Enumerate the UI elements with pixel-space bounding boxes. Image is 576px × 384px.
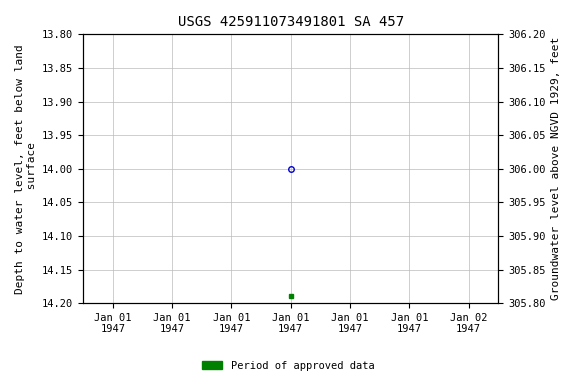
Y-axis label: Depth to water level, feet below land
 surface: Depth to water level, feet below land su… — [15, 44, 37, 294]
Legend: Period of approved data: Period of approved data — [198, 357, 378, 375]
Y-axis label: Groundwater level above NGVD 1929, feet: Groundwater level above NGVD 1929, feet — [551, 37, 561, 300]
Title: USGS 425911073491801 SA 457: USGS 425911073491801 SA 457 — [177, 15, 404, 29]
